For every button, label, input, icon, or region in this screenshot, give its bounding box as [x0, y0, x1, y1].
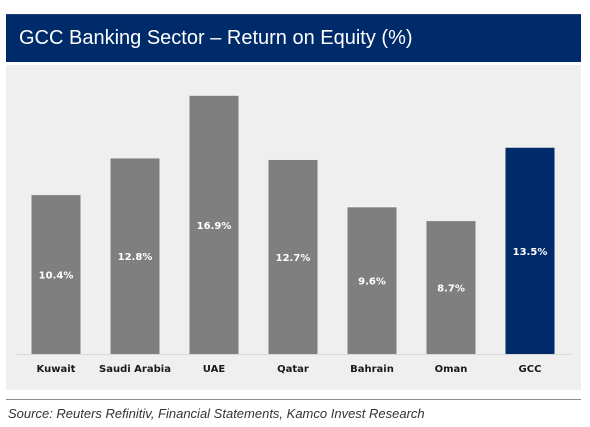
- category-label-uae: UAE: [203, 364, 226, 375]
- chart-title-bar: GCC Banking Sector – Return on Equity (%…: [6, 14, 581, 62]
- data-label-oman: 8.7%: [437, 284, 465, 295]
- bar-qatar: [268, 159, 318, 354]
- category-label-kuwait: Kuwait: [37, 364, 76, 375]
- bar-oman: [426, 221, 476, 354]
- bar-gcc: [505, 147, 555, 354]
- data-label-qatar: 12.7%: [276, 253, 311, 264]
- category-label-saudi-arabia: Saudi Arabia: [99, 364, 171, 375]
- chart-area: 10.4% Kuwait 12.8% Saudi Arabia 16.9% UAE 12.7…: [6, 65, 581, 390]
- category-label-gcc: GCC: [519, 364, 542, 375]
- data-label-kuwait: 10.4%: [39, 271, 74, 282]
- category-label-oman: Oman: [435, 364, 468, 375]
- bar-kuwait: [31, 195, 81, 354]
- source-note: Source: Reuters Refinitiv, Financial Sta…: [8, 406, 425, 421]
- data-label-bahrain: 9.6%: [358, 277, 386, 288]
- bar-bahrain: [347, 207, 397, 354]
- chart-title: GCC Banking Sector – Return on Equity (%…: [19, 27, 413, 49]
- bar-saudi-arabia: [110, 158, 160, 354]
- data-label-uae: 16.9%: [197, 221, 232, 232]
- footer-divider: [6, 399, 581, 400]
- bar-chart: 10.4% Kuwait 12.8% Saudi Arabia 16.9% UAE 12.7…: [16, 95, 571, 375]
- category-label-bahrain: Bahrain: [350, 364, 394, 375]
- data-label-gcc: 13.5%: [513, 247, 548, 258]
- category-label-qatar: Qatar: [277, 364, 309, 375]
- bar-uae: [189, 95, 239, 355]
- data-label-saudi-arabia: 12.8%: [118, 252, 153, 263]
